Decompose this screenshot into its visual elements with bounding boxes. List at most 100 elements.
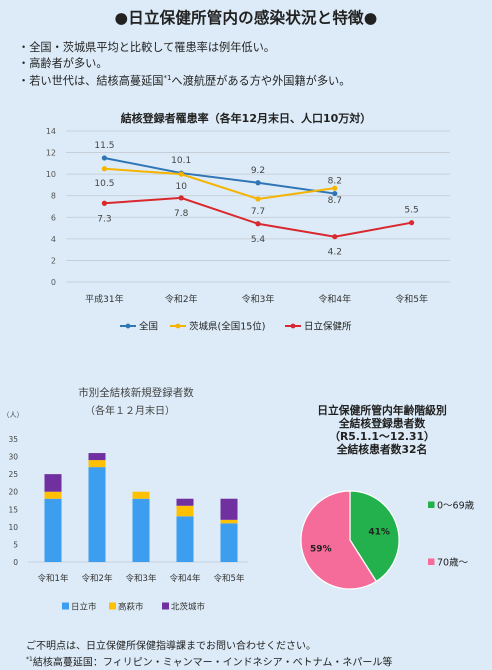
footer-footnote-mark: *1 — [26, 656, 33, 663]
line-data-label: 5.4 — [251, 235, 266, 245]
bar-segment — [220, 498, 238, 520]
line-data-label: 8.2 — [328, 177, 342, 187]
bar-x-tick-label: 令和3年 — [126, 573, 157, 584]
line-legend-marker — [125, 323, 131, 329]
pie-legend-label: 0～69歳 — [437, 500, 475, 512]
line-x-tick-label: 令和2年 — [165, 293, 198, 305]
line-data-label: 7.8 — [174, 209, 189, 219]
bar-segment — [132, 498, 150, 562]
bar-legend-swatch — [62, 602, 69, 610]
page-title: ●日立保健所管内の感染状況と特徴● — [114, 9, 378, 27]
pie-legend-label: 70歳～ — [437, 557, 469, 569]
line-data-label: 7.7 — [251, 207, 265, 217]
line-legend-marker — [290, 323, 296, 329]
bullet-young-text-a: ・若い世代は、結核高蔓延国 — [18, 74, 164, 88]
summary-bullets: ・全国・茨城県平均と比較して罹患率は例年低い。 ・高齢者が多い。 ・若い世代は、… — [18, 40, 488, 89]
bar-segment — [88, 460, 106, 468]
bar-segment — [176, 516, 194, 562]
bar-segment — [176, 498, 194, 506]
line-point — [409, 220, 415, 226]
line-x-tick-label: 令和5年 — [395, 293, 428, 305]
bar-legend-swatch — [109, 602, 116, 610]
bar-segment — [132, 491, 150, 499]
line-data-label: 10 — [175, 182, 187, 192]
line-x-tick-label: 令和3年 — [242, 293, 275, 305]
line-y-tick-label: 8 — [51, 192, 56, 201]
footer-contact: ご不明点は、日立保健所保健指導課までお問い合わせください。 — [26, 641, 316, 652]
bar-segment — [176, 505, 194, 517]
line-y-tick-label: 12 — [46, 149, 56, 158]
bar-chart-title: 市別全結核新規登録者数 — [78, 386, 194, 399]
bullet-elderly: ・高齢者が多い。 — [18, 56, 108, 70]
pie-slice-label: 59% — [310, 544, 332, 554]
pie-chart-title: 日立保健所管内年齢階級別 全結核登録患者数 （R5.1.1～12.31） 全結核… — [282, 404, 482, 456]
bar-y-tick-label: 15 — [8, 505, 18, 514]
line-point — [255, 221, 261, 227]
line-point — [101, 200, 107, 206]
line-point — [255, 180, 261, 186]
bar-segment — [44, 491, 62, 499]
pie-title-line-1: 日立保健所管内年齢階級別 — [317, 404, 447, 417]
bar-y-tick-label: 10 — [8, 523, 18, 532]
bar-segment — [220, 519, 238, 524]
pie-slice-label: 41% — [368, 528, 390, 538]
bar-x-tick-label: 令和1年 — [38, 573, 69, 584]
line-y-tick-label: 10 — [46, 170, 56, 179]
bar-y-unit-label: （人） — [3, 411, 24, 419]
pie-title-line-4: 全結核患者数32名 — [336, 443, 428, 456]
line-point — [332, 190, 338, 197]
bar-legend-label: 北茨城市 — [171, 602, 206, 613]
bar-legend-swatch — [162, 602, 169, 610]
pie-slice — [300, 490, 378, 590]
line-y-tick-label: 0 — [51, 278, 56, 287]
bar-legend-label: 高萩市 — [118, 602, 144, 613]
pie-legend-swatch — [428, 558, 435, 565]
bar-segment — [88, 453, 106, 461]
footer: ご不明点は、日立保健所保健指導課までお問い合わせください。 *1結核高蔓延国：フ… — [26, 640, 492, 669]
bar-chart-subtitle: （各年１２月末日） — [85, 404, 175, 417]
line-data-label: 4.2 — [328, 248, 342, 258]
pie-title-line-3: （R5.1.1～12.31） — [329, 430, 435, 443]
bar-x-tick-label: 令和4年 — [170, 573, 201, 584]
bar-segment — [88, 467, 106, 562]
line-point — [178, 171, 184, 177]
pie-legend-swatch — [428, 501, 435, 508]
bullet-young-generation: ・若い世代は、結核高蔓延国*1へ渡航歴がある方や外国籍が多い。 — [18, 71, 488, 89]
line-x-tick-label: 平成31年 — [85, 293, 123, 305]
line-point — [332, 234, 338, 240]
bar-segment — [44, 474, 62, 492]
line-data-label: 10.1 — [171, 156, 191, 166]
bar-y-tick-label: 20 — [8, 488, 18, 497]
line-chart-title: 結核登録者罹患率（各年12月末日、人口10万対） — [121, 111, 372, 125]
line-series-0 — [104, 156, 335, 195]
bar-segment — [44, 498, 62, 562]
line-data-label: 7.3 — [97, 214, 111, 224]
bar-y-tick-label: 35 — [8, 435, 18, 444]
bar-x-tick-label: 令和5年 — [214, 573, 245, 584]
bar-y-tick-label: 5 — [13, 540, 18, 549]
line-y-tick-label: 4 — [51, 235, 56, 244]
line-data-label: 5.5 — [404, 206, 418, 216]
line-legend-label: 全国 — [139, 321, 158, 333]
line-data-label: 10.5 — [94, 179, 114, 189]
footer-footnote-text: 結核高蔓延国：フィリピン・ミャンマー・インドネシア・ベトナム・ネパール等 — [32, 657, 393, 669]
line-legend-label: 茨城県(全国15位) — [189, 321, 266, 333]
bullet-incidence: ・全国・茨城県平均と比較して罹患率は例年低い。 — [18, 41, 275, 54]
bar-legend-label: 日立市 — [71, 602, 97, 613]
line-data-label: 11.5 — [94, 141, 114, 151]
line-x-tick-label: 令和4年 — [318, 293, 351, 305]
line-point — [101, 155, 107, 161]
line-point — [101, 166, 107, 172]
bar-y-tick-label: 25 — [8, 470, 18, 479]
bar-segment — [220, 523, 238, 562]
footer-footnote: *1結核高蔓延国：フィリピン・ミャンマー・インドネシア・ベトナム・ネパール等 — [26, 653, 492, 669]
line-legend-label: 日立保健所 — [304, 321, 352, 333]
line-point — [332, 185, 338, 191]
line-data-label: 8.7 — [328, 196, 342, 206]
line-data-label: 9.2 — [251, 166, 265, 176]
bullet-young-text-b: へ渡航歴がある方や外国籍が多い。 — [171, 74, 351, 88]
bar-x-tick-label: 令和2年 — [82, 573, 113, 584]
footnote-mark: *1 — [163, 74, 172, 82]
line-series-1 — [104, 167, 335, 200]
